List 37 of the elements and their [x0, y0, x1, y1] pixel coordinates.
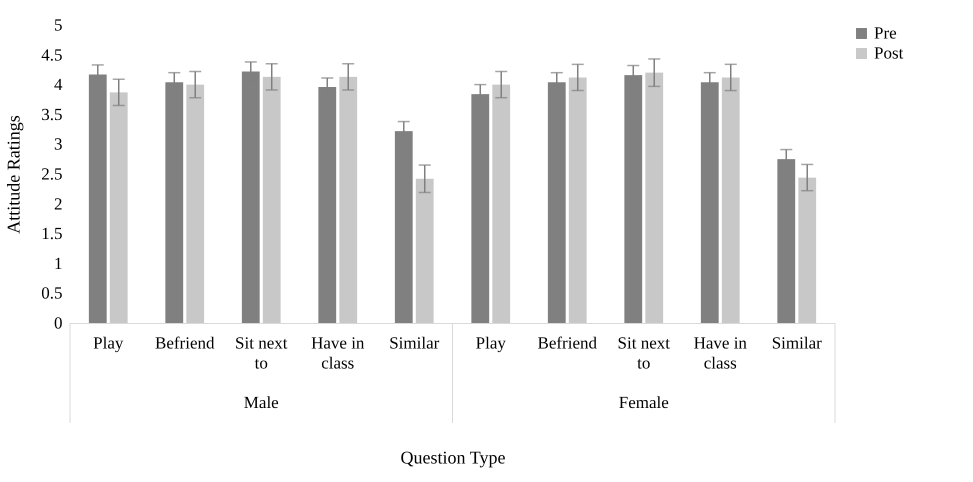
bar — [722, 77, 740, 323]
bar — [339, 76, 358, 323]
bar — [416, 178, 434, 323]
bar — [798, 178, 816, 323]
legend-label: Post — [874, 44, 904, 62]
x-tick-label: Befriend — [538, 334, 598, 352]
y-tick-label: 1 — [54, 254, 62, 273]
text: Female — [618, 393, 669, 412]
x-tick-label: Sit next to — [235, 334, 288, 372]
y-tick-label: 3 — [54, 134, 62, 154]
text: Male — [244, 393, 279, 412]
bar — [110, 92, 128, 323]
y-tick-label: 0 — [54, 314, 62, 332]
y-tick-label: 2 — [54, 194, 62, 214]
bar — [186, 84, 204, 323]
x-tick-label: Sit next to — [618, 334, 670, 372]
x-axis-title: Question Type — [400, 448, 506, 468]
y-tick-label: 4.5 — [41, 45, 62, 64]
y-tick-label: 5 — [54, 16, 62, 34]
y-axis-title: Attitude Ratings — [3, 115, 24, 234]
x-tick-label: Similar — [389, 334, 440, 352]
x-tick-label: Have in class — [311, 334, 365, 372]
legend-label: Pre — [874, 24, 897, 42]
y-tick-label: 4 — [54, 75, 63, 94]
x-tick-label: Play — [93, 334, 124, 352]
bar — [492, 84, 510, 323]
x-tick-label: Befriend — [155, 334, 215, 352]
y-tick-label: 1.5 — [41, 224, 62, 244]
bar — [645, 72, 664, 323]
x-tick-label: Similar — [772, 334, 822, 352]
x-tick-label: Play — [476, 334, 506, 352]
bar — [262, 76, 281, 323]
x-tick-label: Have in class — [694, 334, 748, 372]
y-tick-label: 2.5 — [41, 164, 62, 184]
bar — [568, 77, 587, 323]
y-tick-label: 0.5 — [41, 284, 62, 303]
y-tick-label: 3.5 — [41, 104, 62, 124]
